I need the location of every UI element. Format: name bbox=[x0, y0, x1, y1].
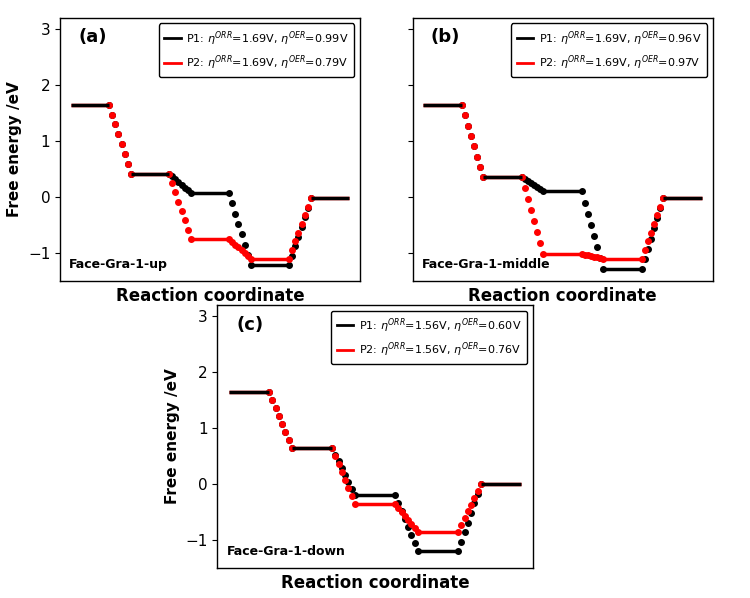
X-axis label: Reaction coordinate: Reaction coordinate bbox=[280, 573, 470, 591]
Legend: P1: $\eta^{ORR}$=1.56V, $\eta^{OER}$=0.60V, P2: $\eta^{ORR}$=1.56V, $\eta^{OER}$: P1: $\eta^{ORR}$=1.56V, $\eta^{OER}$=0.6… bbox=[331, 310, 527, 364]
Text: (b): (b) bbox=[430, 29, 460, 47]
Text: (a): (a) bbox=[78, 29, 106, 47]
Y-axis label: Free energy /eV: Free energy /eV bbox=[165, 368, 180, 505]
Legend: P1: $\eta^{ORR}$=1.69V, $\eta^{OER}$=0.96V, P2: $\eta^{ORR}$=1.69V, $\eta^{OER}$: P1: $\eta^{ORR}$=1.69V, $\eta^{OER}$=0.9… bbox=[511, 23, 707, 77]
Legend: P1: $\eta^{ORR}$=1.69V, $\eta^{OER}$=0.99V, P2: $\eta^{ORR}$=1.69V, $\eta^{OER}$: P1: $\eta^{ORR}$=1.69V, $\eta^{OER}$=0.9… bbox=[158, 23, 355, 77]
Text: (c): (c) bbox=[236, 316, 263, 334]
Y-axis label: Free energy /eV: Free energy /eV bbox=[8, 81, 22, 218]
X-axis label: Reaction coordinate: Reaction coordinate bbox=[468, 286, 657, 304]
Text: Face-Gra-1-up: Face-Gra-1-up bbox=[69, 258, 168, 270]
X-axis label: Reaction coordinate: Reaction coordinate bbox=[116, 286, 304, 304]
Text: Face-Gra-1-middle: Face-Gra-1-middle bbox=[422, 258, 550, 270]
Text: Face-Gra-1-down: Face-Gra-1-down bbox=[227, 545, 346, 557]
